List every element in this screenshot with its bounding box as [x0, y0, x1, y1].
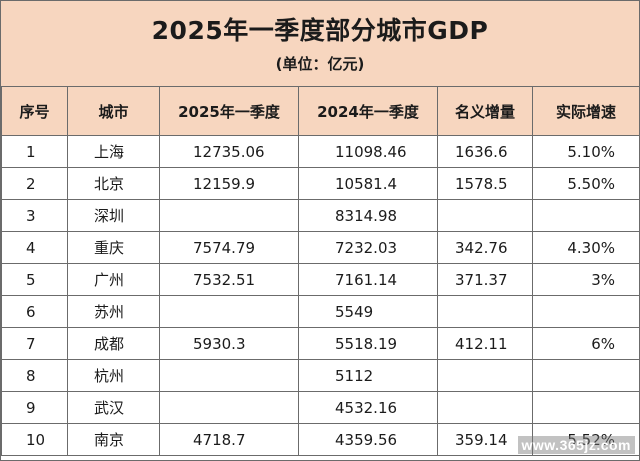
header-seq: 序号	[1, 86, 68, 136]
cell-real-growth: 4.30%	[532, 231, 640, 264]
cell-2024-q1: 11098.46	[298, 135, 438, 168]
table-header-row: 序号 城市 2025年一季度 2024年一季度 名义增量 实际增速	[1, 86, 640, 136]
table-row: 7 成都 5930.3 5518.19 412.11 6%	[1, 327, 640, 360]
table-row: 2 北京 12159.9 10581.4 1578.5 5.50%	[1, 167, 640, 200]
cell-nominal-increase	[437, 199, 533, 232]
table-row: 3 深圳 8314.98	[1, 199, 640, 232]
cell-2025-q1	[159, 359, 299, 392]
cell-city: 苏州	[67, 295, 160, 328]
cell-2025-q1	[159, 391, 299, 424]
cell-real-growth: 6%	[532, 327, 640, 360]
cell-seq: 5	[1, 263, 68, 296]
cell-city: 重庆	[67, 231, 160, 264]
table-row: 5 广州 7532.51 7161.14 371.37 3%	[1, 263, 640, 296]
cell-2025-q1: 12159.9	[159, 167, 299, 200]
cell-2024-q1: 7161.14	[298, 263, 438, 296]
cell-2024-q1: 4532.16	[298, 391, 438, 424]
cell-seq: 3	[1, 199, 68, 232]
cell-seq: 6	[1, 295, 68, 328]
header-city: 城市	[67, 86, 160, 136]
cell-2024-q1: 7232.03	[298, 231, 438, 264]
cell-real-growth: 5.50%	[532, 167, 640, 200]
header-2025-q1: 2025年一季度	[159, 86, 299, 136]
cell-nominal-increase: 1636.6	[437, 135, 533, 168]
cell-nominal-increase	[437, 359, 533, 392]
cell-nominal-increase: 1578.5	[437, 167, 533, 200]
cell-real-growth: 5.10%	[532, 135, 640, 168]
cell-2024-q1: 5518.19	[298, 327, 438, 360]
cell-2024-q1: 4359.56	[298, 423, 438, 456]
table-row: 4 重庆 7574.79 7232.03 342.76 4.30%	[1, 231, 640, 264]
table-row: 10 南京 4718.7 4359.56 359.14 5.52%	[1, 423, 640, 456]
cell-city: 上海	[67, 135, 160, 168]
cell-nominal-increase	[437, 391, 533, 424]
cell-seq: 10	[1, 423, 68, 456]
cell-seq: 4	[1, 231, 68, 264]
site-watermark: www.365jz.com	[517, 436, 635, 454]
cell-2024-q1: 10581.4	[298, 167, 438, 200]
cell-real-growth	[532, 295, 640, 328]
table-row: 1 上海 12735.06 11098.46 1636.6 5.10%	[1, 135, 640, 168]
header-2024-q1: 2024年一季度	[298, 86, 438, 136]
table-title: 2025年一季度部分城市GDP	[151, 16, 489, 45]
cell-city: 南京	[67, 423, 160, 456]
cell-real-growth: 3%	[532, 263, 640, 296]
cell-seq: 9	[1, 391, 68, 424]
cell-2025-q1	[159, 199, 299, 232]
cell-2025-q1: 4718.7	[159, 423, 299, 456]
cell-city: 成都	[67, 327, 160, 360]
title-band: 2025年一季度部分城市GDP (单位：亿元)	[1, 1, 639, 87]
cell-2025-q1: 5930.3	[159, 327, 299, 360]
cell-2024-q1: 8314.98	[298, 199, 438, 232]
cell-city: 深圳	[67, 199, 160, 232]
cell-seq: 7	[1, 327, 68, 360]
cell-real-growth: 5.52%	[532, 423, 640, 456]
cell-2025-q1: 7532.51	[159, 263, 299, 296]
cell-seq: 8	[1, 359, 68, 392]
cell-2025-q1	[159, 295, 299, 328]
cell-2025-q1: 12735.06	[159, 135, 299, 168]
cell-real-growth	[532, 359, 640, 392]
header-nominal-increase: 名义增量	[437, 86, 533, 136]
cell-real-growth	[532, 391, 640, 424]
gdp-table: 序号 城市 2025年一季度 2024年一季度 名义增量 实际增速 1 上海 1…	[1, 86, 640, 456]
unit-subtitle: (单位：亿元)	[275, 55, 365, 73]
cell-seq: 2	[1, 167, 68, 200]
cell-city: 武汉	[67, 391, 160, 424]
table-row: 9 武汉 4532.16	[1, 391, 640, 424]
header-real-growth: 实际增速	[532, 86, 640, 136]
cell-city: 北京	[67, 167, 160, 200]
cell-city: 广州	[67, 263, 160, 296]
cell-seq: 1	[1, 135, 68, 168]
cell-city: 杭州	[67, 359, 160, 392]
table-row: 6 苏州 5549	[1, 295, 640, 328]
cell-nominal-increase: 371.37	[437, 263, 533, 296]
cell-2024-q1: 5112	[298, 359, 438, 392]
cell-nominal-increase: 342.76	[437, 231, 533, 264]
cell-2024-q1: 5549	[298, 295, 438, 328]
cell-nominal-increase	[437, 295, 533, 328]
cell-2025-q1: 7574.79	[159, 231, 299, 264]
cell-real-growth	[532, 199, 640, 232]
cell-nominal-increase: 412.11	[437, 327, 533, 360]
table-row: 8 杭州 5112	[1, 359, 640, 392]
